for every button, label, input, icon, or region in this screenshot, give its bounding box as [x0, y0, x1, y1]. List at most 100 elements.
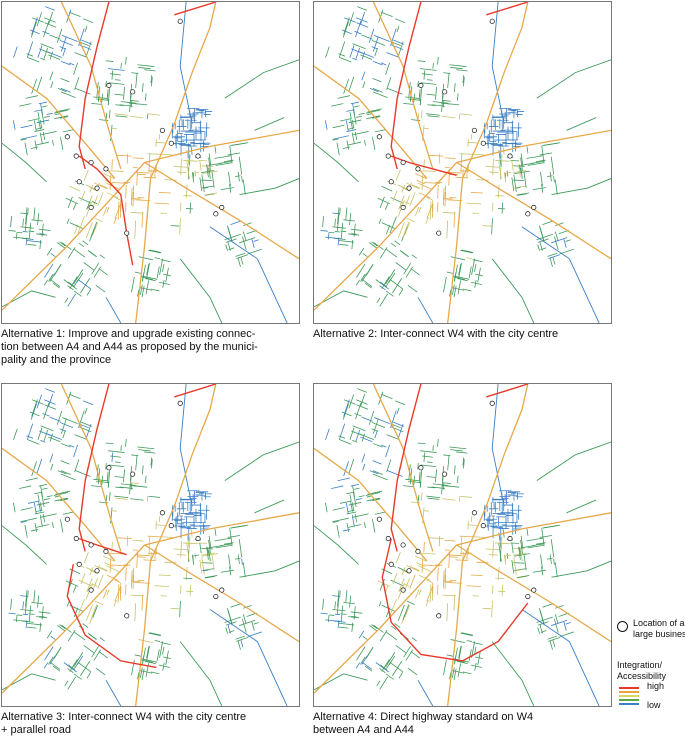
caption-alt1: Alternative 1: Improve and upgrade exist… — [1, 328, 311, 367]
business-location-icon — [159, 510, 165, 516]
business-location-icon — [525, 593, 531, 600]
arterial-roads — [314, 384, 611, 706]
business-location-icon — [400, 542, 406, 548]
business-location-icon — [124, 230, 130, 236]
caption-line: between A4 and A44 — [313, 724, 414, 736]
business-location-icon — [94, 185, 100, 191]
legend-ramp-high — [619, 687, 639, 689]
business-location-icon — [400, 204, 406, 210]
business-location-icon — [103, 548, 109, 554]
street-network-svg — [2, 2, 299, 323]
arterial-roads — [2, 2, 299, 323]
business-location-icon — [73, 536, 79, 542]
business-location-icon — [418, 465, 424, 471]
legend-ramp-upper — [619, 691, 639, 693]
business-location-icon — [480, 140, 486, 146]
arterial-roads — [2, 384, 299, 706]
business-location-icon — [406, 185, 412, 191]
highway-w4 — [381, 384, 529, 662]
business-location-icon — [103, 166, 109, 172]
local-streets — [320, 6, 574, 307]
map-alt1 — [1, 1, 300, 324]
caption-alt3: Alternative 3: Inter-connect W4 with the… — [1, 711, 311, 737]
legend-low-label: low — [647, 700, 661, 710]
business-location-icon — [88, 159, 94, 166]
caption-line: Alternative 2: Inter-connect W4 with the… — [313, 328, 559, 340]
legend-high-label: high — [647, 681, 665, 691]
business-location-icon — [88, 204, 94, 210]
business-location-icon — [376, 516, 382, 522]
business-location-icon — [177, 18, 183, 24]
business-location-icon — [406, 568, 412, 574]
business-location-icon — [436, 230, 442, 236]
business-location-icon — [525, 211, 531, 217]
business-location-icon — [489, 18, 495, 24]
business-location-icon — [219, 204, 225, 210]
caption-line: Alternative 4: Direct highway standard o… — [313, 711, 534, 723]
business-location-icon — [507, 153, 513, 159]
local-streets — [320, 388, 574, 690]
outlying-roads — [2, 384, 299, 706]
business-location-icon — [124, 613, 130, 619]
caption-line: Alternative 3: Inter-connect W4 with the… — [1, 711, 247, 723]
local-streets — [8, 388, 262, 690]
business-location-icon — [177, 400, 183, 406]
caption-line: + parallel road — [1, 724, 72, 736]
business-location-icon — [442, 471, 448, 477]
business-location-icon — [415, 548, 421, 554]
business-location-icon — [531, 204, 537, 210]
business-location-icon — [480, 523, 486, 529]
outlying-roads — [314, 384, 611, 706]
business-location-icon — [106, 82, 112, 89]
street-network-svg — [314, 384, 611, 706]
business-location-icon — [219, 587, 225, 593]
business-location-icon — [213, 211, 219, 217]
business-location-icon — [168, 523, 174, 529]
business-location-icon — [385, 153, 391, 159]
business-location-icon — [442, 89, 448, 95]
business-location-icon — [64, 134, 70, 140]
legend-scale-title: Integration/ Accessibility — [617, 660, 667, 681]
business-location-icon — [76, 179, 82, 185]
business-locations — [376, 400, 537, 619]
business-location-icon — [168, 140, 174, 146]
business-location-icon — [159, 127, 165, 133]
legend-business-label: Location of a large business — [633, 618, 685, 639]
outlying-roads — [314, 2, 611, 323]
map-alt4 — [313, 383, 612, 707]
business-location-icon — [415, 166, 421, 172]
legend-ramp-mid — [619, 695, 639, 697]
map-alt2 — [313, 1, 612, 324]
business-location-icon — [507, 536, 513, 542]
business-location-icon — [489, 400, 495, 406]
business-locations — [64, 18, 225, 236]
business-location-icon — [195, 153, 201, 159]
business-location-icon — [385, 536, 391, 542]
business-location-icon — [471, 127, 477, 133]
business-location-icon — [388, 561, 394, 567]
business-location-icon — [213, 593, 219, 600]
business-location-icon — [64, 516, 70, 522]
highway-w4 — [66, 384, 217, 669]
business-location-icon — [376, 134, 382, 140]
business-location-icon — [400, 587, 406, 593]
caption-line: tion between A4 and A44 as proposed by t… — [1, 341, 258, 353]
business-location-icon — [106, 465, 112, 471]
business-location-icon — [94, 568, 100, 574]
highway-w4 — [78, 2, 217, 266]
outlying-roads — [2, 2, 299, 323]
legend-ramp-lower — [619, 699, 639, 701]
street-network-svg — [314, 2, 611, 323]
map-legend: Location of a large business Integration… — [617, 618, 685, 718]
business-location-icon — [388, 179, 394, 185]
business-location-icon — [471, 510, 477, 516]
business-location-icon — [76, 561, 82, 567]
local-streets — [8, 6, 262, 307]
business-locations — [376, 18, 537, 236]
arterial-roads — [314, 2, 611, 323]
business-location-icon — [418, 82, 424, 89]
business-location-icon — [130, 471, 136, 477]
business-location-icon — [130, 89, 136, 95]
highway-w4 — [390, 2, 529, 176]
business-locations — [64, 400, 225, 619]
